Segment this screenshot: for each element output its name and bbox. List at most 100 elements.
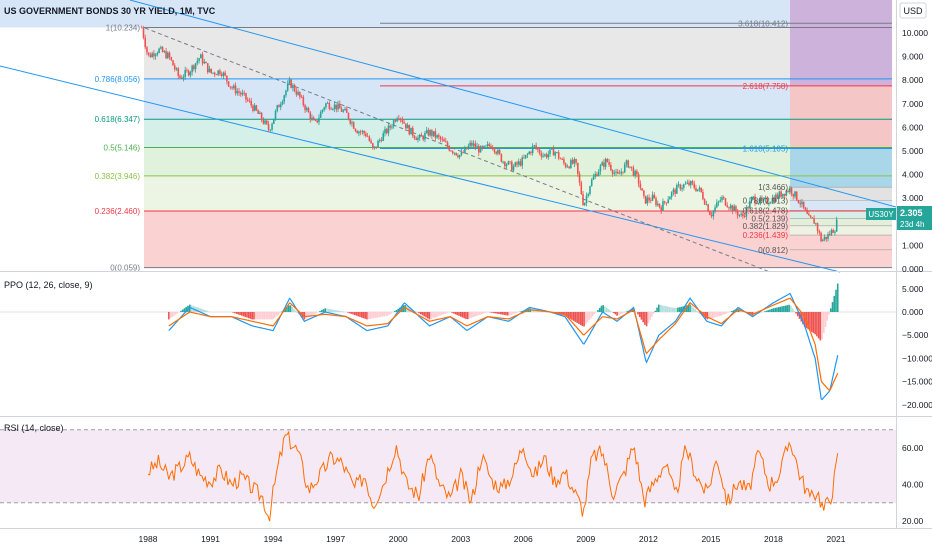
price-candle xyxy=(528,151,530,155)
price-candle xyxy=(429,130,431,136)
price-candle xyxy=(193,65,195,70)
price-candle xyxy=(246,99,249,101)
price-candle xyxy=(339,103,341,109)
price-candle xyxy=(709,211,711,215)
price-candle xyxy=(469,142,471,146)
ppo-histogram-bar xyxy=(607,309,610,312)
price-candle xyxy=(457,155,459,158)
ppo-legend[interactable]: PPO (12, 26, close, 9) xyxy=(4,280,93,290)
price-candle xyxy=(509,161,511,163)
ppo-histogram-bar xyxy=(251,312,254,320)
price-candle xyxy=(458,154,461,158)
price-candle xyxy=(215,74,218,76)
ppo-pane[interactable] xyxy=(0,283,896,401)
fib-small-zone xyxy=(790,235,892,250)
ppo-tick-label: 0.000 xyxy=(902,307,924,317)
price-candle xyxy=(530,151,532,154)
ppo-histogram-bar xyxy=(790,305,792,312)
price-candle xyxy=(571,160,574,164)
price-candle xyxy=(384,129,386,134)
ppo-histogram-bar xyxy=(188,304,191,312)
currency-badge[interactable] xyxy=(899,2,927,19)
price-candle xyxy=(450,150,452,152)
time-axis-ticks[interactable]: 1988 1991 1994 1997 2000 2003 2006 2009 2012 2015… xyxy=(139,534,846,544)
ppo-histogram-bar xyxy=(472,312,474,318)
chart-title[interactable]: US GOVERNMENT BONDS 30 YR YIELD, 1M, TVC xyxy=(4,6,216,16)
price-candle xyxy=(497,149,499,154)
price-candle xyxy=(618,173,621,175)
price-candle xyxy=(615,171,617,173)
price-candle xyxy=(582,194,584,206)
price-candle xyxy=(676,184,678,194)
price-candle xyxy=(264,120,266,124)
rsi-axis-ticks[interactable]: 60.00 40.00 20.00 xyxy=(902,443,924,526)
price-candle xyxy=(754,196,756,204)
ppo-histogram-bar xyxy=(334,310,337,312)
price-pane[interactable]: 1(10.234) 0.786(8.056) 0.618(6.347) 0.5(5.1… xyxy=(0,0,897,273)
rsi-pane[interactable] xyxy=(0,429,896,522)
ppo-histogram-bar xyxy=(724,312,726,315)
ppo-histogram-bar xyxy=(258,312,260,320)
price-candle xyxy=(764,198,767,200)
price-candle xyxy=(502,161,504,163)
ppo-histogram-bar xyxy=(439,312,441,316)
price-candle xyxy=(688,182,690,186)
ppo-histogram-bar xyxy=(195,307,198,312)
ppo-histogram-bar xyxy=(366,312,368,320)
fib-small-label: 0.618(2.478) xyxy=(743,207,789,216)
price-candle xyxy=(535,145,537,149)
price-candle xyxy=(512,166,515,171)
ppo-histogram-bar xyxy=(287,305,290,312)
fib-small-label: 0(0.812) xyxy=(758,246,788,255)
fib-small-label: 0.382(1.829) xyxy=(743,222,789,231)
price-candle xyxy=(601,162,603,166)
ppo-histogram-bar xyxy=(419,312,422,315)
price-candle xyxy=(326,103,329,104)
ppo-histogram-bar xyxy=(581,312,584,327)
ppo-axis-ticks[interactable]: 5.000 0.000 −5.000 −10.000 −15.000 −20.000 xyxy=(902,284,932,410)
price-candle xyxy=(448,146,451,151)
ppo-histogram-bar xyxy=(513,312,516,314)
price-candle xyxy=(587,194,590,196)
price-candle xyxy=(438,135,440,137)
price-candle xyxy=(745,207,748,217)
price-candle xyxy=(187,70,190,76)
price-candle xyxy=(563,159,565,164)
price-candle xyxy=(259,112,261,114)
ppo-histogram-bar xyxy=(202,309,205,312)
ppo-histogram-bar xyxy=(652,312,655,314)
ppo-histogram-bar xyxy=(793,310,796,312)
ppo-histogram-bar xyxy=(833,295,836,312)
ppo-histogram-bar xyxy=(829,308,832,312)
price-candle xyxy=(356,131,358,134)
price-candle xyxy=(406,125,409,129)
price-candle xyxy=(335,104,338,110)
price-candle xyxy=(544,154,546,156)
ppo-histogram-bar xyxy=(458,312,460,316)
time-tick-label: 2003 xyxy=(451,534,470,544)
price-candle xyxy=(552,148,555,156)
trend-channel[interactable] xyxy=(0,0,897,273)
ppo-histogram-bar xyxy=(645,312,648,327)
price-candle xyxy=(505,164,508,167)
price-candle xyxy=(691,181,694,184)
price-candle xyxy=(802,201,805,208)
rsi-legend[interactable]: RSI (14, close) xyxy=(4,423,64,433)
ppo-histogram-bar xyxy=(496,312,499,314)
ppo-histogram-bar xyxy=(819,312,822,341)
price-candle xyxy=(747,207,749,209)
ppo-tick-label: −20.000 xyxy=(902,400,932,410)
time-tick-label: 2012 xyxy=(639,534,658,544)
price-candle xyxy=(832,230,835,233)
price-candle xyxy=(177,68,180,76)
price-candle xyxy=(337,103,339,110)
price-tick-label: 5.000 xyxy=(902,146,924,156)
ppo-histogram-bar xyxy=(234,312,236,314)
ppo-histogram-bar xyxy=(338,310,340,312)
ppo-histogram-bar xyxy=(263,312,266,320)
ppo-histogram-bar xyxy=(418,312,420,314)
ppo-histogram-bar xyxy=(428,312,431,320)
price-candle xyxy=(649,200,652,202)
price-candle xyxy=(342,110,345,112)
